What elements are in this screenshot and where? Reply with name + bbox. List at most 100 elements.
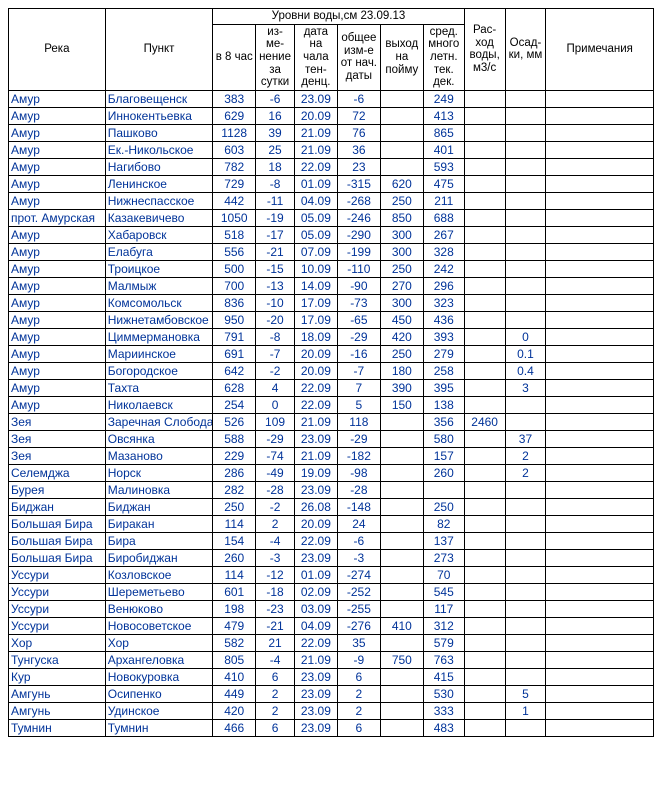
point-cell: Биракан <box>105 515 212 532</box>
precip-cell: 2 <box>505 447 546 464</box>
date-cell: 02.09 <box>294 583 337 600</box>
change-cell: -4 <box>256 651 295 668</box>
flow-cell <box>464 532 505 549</box>
total-cell: -7 <box>337 362 380 379</box>
flood-cell <box>380 413 423 430</box>
total-cell: -16 <box>337 345 380 362</box>
total-cell: 5 <box>337 396 380 413</box>
total-cell: -268 <box>337 192 380 209</box>
avg-cell: 593 <box>423 158 464 175</box>
total-cell: -315 <box>337 175 380 192</box>
precip-cell <box>505 600 546 617</box>
avg-cell: 865 <box>423 124 464 141</box>
h8-cell: 1128 <box>213 124 256 141</box>
avg-cell: 138 <box>423 396 464 413</box>
avg-cell: 530 <box>423 685 464 702</box>
river-cell: Амур <box>9 158 106 175</box>
table-row: АмурЛенинское729-801.09-315620475 <box>9 175 654 192</box>
flood-cell <box>380 90 423 107</box>
avg-cell: 401 <box>423 141 464 158</box>
change-cell: -4 <box>256 532 295 549</box>
flow-cell <box>464 634 505 651</box>
date-cell: 03.09 <box>294 600 337 617</box>
date-cell: 17.09 <box>294 311 337 328</box>
change-cell: 2 <box>256 702 295 719</box>
river-cell: Кур <box>9 668 106 685</box>
point-cell: Удинское <box>105 702 212 719</box>
table-row: АмгуньУдинское420223.0923331 <box>9 702 654 719</box>
h8-cell: 782 <box>213 158 256 175</box>
change-cell: 109 <box>256 413 295 430</box>
change-cell: -10 <box>256 294 295 311</box>
change-cell: -8 <box>256 175 295 192</box>
h8-cell: 282 <box>213 481 256 498</box>
note-cell <box>546 107 654 124</box>
date-cell: 18.09 <box>294 328 337 345</box>
table-row: АмурЕк.-Никольское6032521.0936401 <box>9 141 654 158</box>
table-body: АмурБлаговещенск383-623.09-6249АмурИннок… <box>9 90 654 736</box>
col-8h: в 8 час <box>213 24 256 90</box>
river-cell: Амур <box>9 277 106 294</box>
avg-cell: 545 <box>423 583 464 600</box>
table-row: АмгуньОсипенко449223.0925305 <box>9 685 654 702</box>
flow-cell <box>464 549 505 566</box>
precip-cell <box>505 634 546 651</box>
date-cell: 14.09 <box>294 277 337 294</box>
note-cell <box>546 192 654 209</box>
total-cell: -276 <box>337 617 380 634</box>
table-row: Большая БираБиробиджан260-323.09-3273 <box>9 549 654 566</box>
h8-cell: 449 <box>213 685 256 702</box>
river-cell: Амур <box>9 311 106 328</box>
table-row: УссуриВенюково198-2303.09-255117 <box>9 600 654 617</box>
point-cell: Нижнеспасское <box>105 192 212 209</box>
precip-cell <box>505 209 546 226</box>
point-cell: Венюково <box>105 600 212 617</box>
flow-cell <box>464 566 505 583</box>
avg-cell: 211 <box>423 192 464 209</box>
change-cell: 25 <box>256 141 295 158</box>
flow-cell <box>464 328 505 345</box>
flood-cell: 150 <box>380 396 423 413</box>
point-cell: Новосоветское <box>105 617 212 634</box>
precip-cell <box>505 175 546 192</box>
table-row: АмурНиколаевск254022.095150138 <box>9 396 654 413</box>
note-cell <box>546 90 654 107</box>
h8-cell: 518 <box>213 226 256 243</box>
river-cell: Амур <box>9 141 106 158</box>
point-cell: Биджан <box>105 498 212 515</box>
point-cell: Ленинское <box>105 175 212 192</box>
change-cell: -18 <box>256 583 295 600</box>
flood-cell <box>380 430 423 447</box>
point-cell: Осипенко <box>105 685 212 702</box>
avg-cell: 579 <box>423 634 464 651</box>
precip-cell: 0.4 <box>505 362 546 379</box>
change-cell: -29 <box>256 430 295 447</box>
note-cell <box>546 328 654 345</box>
flow-cell <box>464 277 505 294</box>
change-cell: 2 <box>256 515 295 532</box>
date-cell: 20.09 <box>294 515 337 532</box>
date-cell: 05.09 <box>294 226 337 243</box>
total-cell: -29 <box>337 430 380 447</box>
precip-cell <box>505 294 546 311</box>
date-cell: 20.09 <box>294 362 337 379</box>
precip-cell: 5 <box>505 685 546 702</box>
flood-cell <box>380 515 423 532</box>
note-cell <box>546 260 654 277</box>
table-row: УссуриКозловское114-1201.09-27470 <box>9 566 654 583</box>
point-cell: Хабаровск <box>105 226 212 243</box>
flow-cell <box>464 175 505 192</box>
flow-cell <box>464 651 505 668</box>
flow-cell <box>464 498 505 515</box>
flood-cell <box>380 634 423 651</box>
river-cell: Амур <box>9 294 106 311</box>
river-cell: Амур <box>9 345 106 362</box>
h8-cell: 729 <box>213 175 256 192</box>
avg-cell: 580 <box>423 430 464 447</box>
date-cell: 22.09 <box>294 158 337 175</box>
flood-cell <box>380 583 423 600</box>
avg-cell: 137 <box>423 532 464 549</box>
note-cell <box>546 600 654 617</box>
avg-cell: 70 <box>423 566 464 583</box>
h8-cell: 691 <box>213 345 256 362</box>
